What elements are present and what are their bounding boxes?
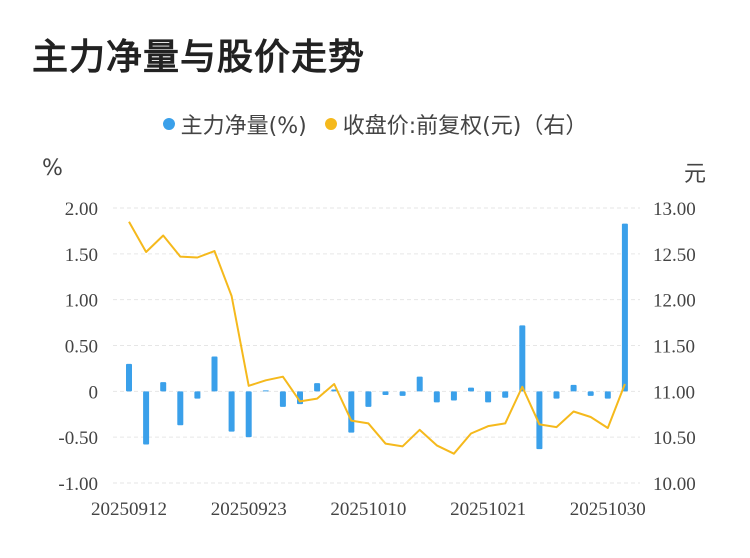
net-volume-bar xyxy=(604,391,611,399)
chart-title: 主力净量与股价走势 xyxy=(32,37,366,78)
net-volume-bar xyxy=(365,391,372,407)
net-volume-bar xyxy=(211,356,218,392)
net-volume-bar xyxy=(433,391,440,403)
right-axis-tick-label: 10.00 xyxy=(653,474,696,495)
left-axis-tick-label: -1.00 xyxy=(58,474,98,495)
net-volume-bar xyxy=(587,391,594,396)
right-axis-tick-label: 10.50 xyxy=(653,428,696,449)
net-volume-bar xyxy=(468,387,474,392)
legend-label-price: 收盘价:前复权(元)（右） xyxy=(342,114,588,139)
right-axis-tick-label: 13.00 xyxy=(653,199,696,220)
net-volume-bar xyxy=(348,391,355,433)
legend-item-price[interactable]: 收盘价:前复权(元)（右） xyxy=(324,108,588,140)
right-axis-tick-label: 11.50 xyxy=(653,337,695,358)
net-volume-bar xyxy=(502,391,509,398)
x-axis-tick-label: 20251030 xyxy=(570,499,646,520)
net-volume-bar xyxy=(314,383,321,392)
legend-item-net[interactable]: 主力净量(%) xyxy=(162,108,307,140)
right-axis-tick-label: 12.00 xyxy=(653,291,696,312)
legend: 主力净量(%) 收盘价:前复权(元)（右） xyxy=(0,108,750,140)
net-volume-bar xyxy=(177,391,184,426)
legend-marker-price xyxy=(324,118,337,130)
left-axis-tick-label: 1.00 xyxy=(65,291,98,312)
left-axis-tick-label: 2.00 xyxy=(65,199,98,220)
net-volume-bar xyxy=(228,391,235,432)
right-axis-tick-label: 11.00 xyxy=(653,382,695,403)
net-volume-bar xyxy=(536,391,543,450)
net-volume-bar xyxy=(262,390,269,392)
left-axis-tick-label: -0.50 xyxy=(58,428,98,449)
net-volume-bar xyxy=(143,391,150,445)
net-volume-bar xyxy=(382,391,389,395)
net-volume-bar xyxy=(570,384,577,392)
net-volume-bar xyxy=(485,391,492,403)
x-axis-tick-label: 20250923 xyxy=(211,499,287,520)
net-volume-bar xyxy=(126,363,132,392)
close-price-line xyxy=(128,221,626,455)
x-axis-tick-label: 20251010 xyxy=(330,499,406,520)
net-volume-bar xyxy=(279,391,286,407)
net-volume-bar xyxy=(621,223,628,392)
net-volume-bar xyxy=(160,382,167,392)
right-axis-tick-label: 12.50 xyxy=(653,245,696,266)
net-volume-bar xyxy=(416,376,423,392)
net-volume-bar xyxy=(331,389,338,392)
left-axis-unit: % xyxy=(42,156,63,181)
net-volume-bar xyxy=(245,391,252,438)
legend-label-net: 主力净量(%) xyxy=(180,114,307,139)
left-axis-tick-label: 0.50 xyxy=(65,337,98,358)
left-axis-tick-label: 1.50 xyxy=(65,245,98,266)
right-axis-unit: 元 xyxy=(684,162,707,187)
net-volume-bar xyxy=(553,391,560,399)
left-axis-tick-label: 0 xyxy=(89,382,99,403)
net-volume-bar xyxy=(399,391,406,396)
net-volume-bar xyxy=(194,391,201,399)
net-volume-bar xyxy=(519,325,526,392)
x-axis-tick-label: 20251021 xyxy=(450,499,526,520)
legend-marker-net xyxy=(162,118,175,130)
net-volume-bar xyxy=(450,391,457,401)
x-axis-tick-label: 20250912 xyxy=(91,499,167,520)
